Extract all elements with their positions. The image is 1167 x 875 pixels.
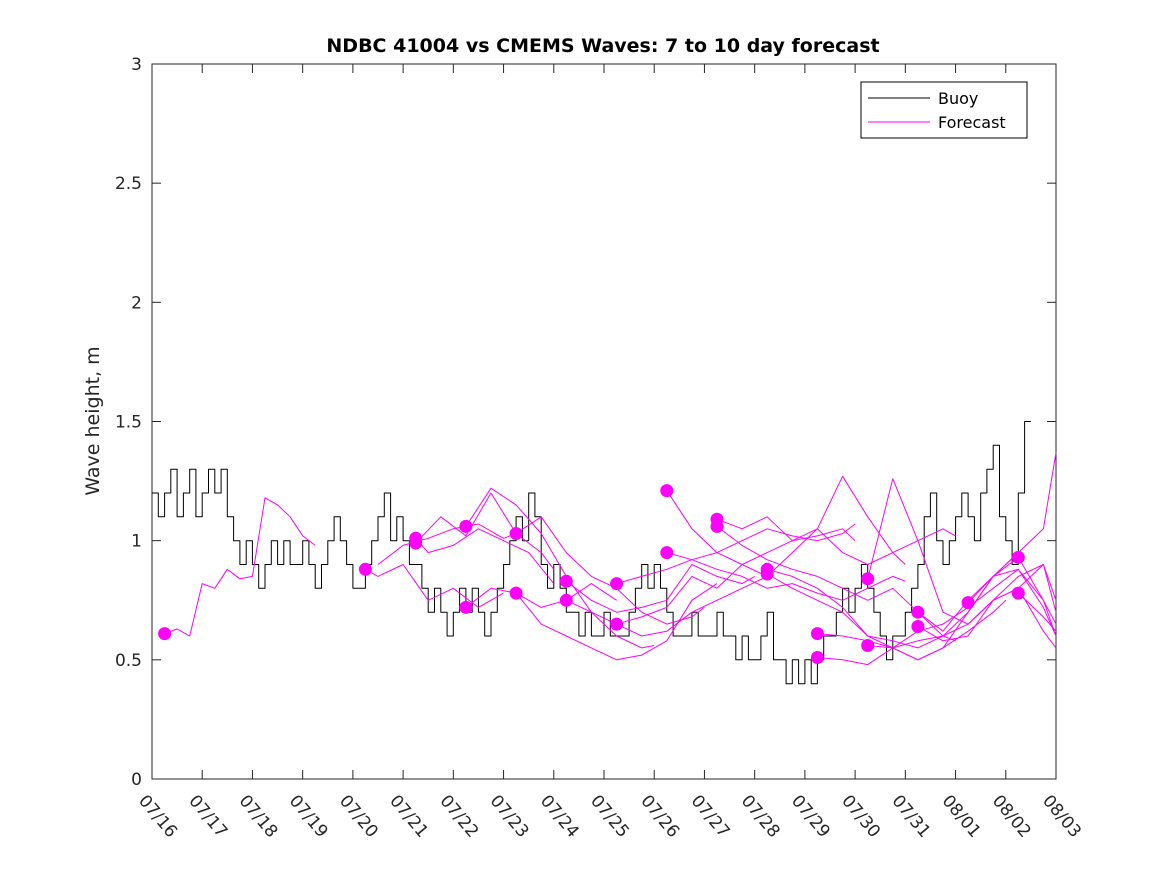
x-tick-label: 07/16 xyxy=(134,791,181,841)
forecast-series-line-14 xyxy=(666,475,906,577)
legend-buoy-label: Buoy xyxy=(938,89,978,108)
forecast-series-line-13 xyxy=(616,528,856,625)
forecast-start-marker xyxy=(760,567,774,581)
forecast-series-line-5 xyxy=(415,492,555,570)
forecast-start-marker xyxy=(810,627,824,641)
forecast-start-marker xyxy=(911,605,925,619)
x-tick-label: 07/24 xyxy=(536,791,583,841)
x-tick-label: 07/31 xyxy=(888,791,935,841)
forecast-start-marker xyxy=(911,620,925,633)
forecast-start-marker xyxy=(559,574,573,588)
x-tick-label: 07/17 xyxy=(184,791,231,841)
x-tick-label: 07/18 xyxy=(235,791,282,841)
forecast-start-marker xyxy=(861,639,875,652)
forecast-start-marker xyxy=(1011,550,1025,564)
forecast-series-line-27 xyxy=(1017,592,1057,632)
y-tick-label: 0.5 xyxy=(115,651,142,671)
x-tick-label: 07/26 xyxy=(636,791,683,841)
forecast-start-marker xyxy=(358,562,372,576)
forecast-series-line-16 xyxy=(716,516,956,565)
forecast-start-marker xyxy=(961,596,975,610)
x-tick-label: 07/28 xyxy=(737,791,784,841)
x-tick-label: 08/03 xyxy=(1038,791,1085,841)
x-tick-label: 07/29 xyxy=(787,791,834,841)
forecast-series-line-17 xyxy=(716,526,956,642)
buoy-series-line xyxy=(152,421,1031,685)
forecast-start-marker xyxy=(810,651,824,664)
y-tick-label: 3 xyxy=(131,55,142,75)
x-tick-label: 08/01 xyxy=(938,791,985,841)
forecast-series-line-21 xyxy=(817,568,1057,666)
y-tick-label: 1 xyxy=(131,532,142,552)
y-tick-label: 0 xyxy=(131,770,142,790)
forecast-start-marker xyxy=(610,617,624,631)
x-tick-label: 07/22 xyxy=(436,791,483,841)
legend-box xyxy=(860,81,1028,139)
forecast-series-line-4 xyxy=(415,528,555,584)
forecast-series-line-9 xyxy=(515,583,718,661)
forecast-start-marker xyxy=(409,536,423,550)
forecast-series-line-12 xyxy=(616,523,856,585)
forecast-series-line-3 xyxy=(377,523,517,565)
forecast-start-marker xyxy=(509,586,523,600)
forecast-start-marker xyxy=(861,572,875,586)
forecast-series-line-22 xyxy=(867,478,1057,625)
legend: Buoy Forecast xyxy=(860,81,1028,139)
forecast-start-marker xyxy=(710,519,724,533)
y-tick-label: 1.5 xyxy=(115,413,142,433)
forecast-series-line-25 xyxy=(917,587,1057,649)
x-tick-label: 08/02 xyxy=(988,791,1035,841)
forecast-series-line-10 xyxy=(565,564,755,613)
forecast-series-line-2 xyxy=(365,564,504,608)
forecast-series-line-1 xyxy=(164,497,316,637)
forecast-start-marker xyxy=(1011,586,1025,600)
y-tick-label: 2 xyxy=(131,293,142,313)
forecast-start-marker xyxy=(610,577,624,591)
forecast-series-line-8 xyxy=(515,516,705,625)
forecast-start-marker xyxy=(459,600,473,614)
legend-forecast-label: Forecast xyxy=(938,113,1006,132)
x-tick-label: 07/30 xyxy=(837,791,884,841)
forecast-series-line-23 xyxy=(867,568,1057,661)
x-tick-label: 07/25 xyxy=(586,791,633,841)
forecast-series-line-26 xyxy=(967,556,1057,637)
forecast-series-line-15 xyxy=(666,552,906,601)
x-tick-label: 07/27 xyxy=(687,791,734,841)
forecast-series-line-19 xyxy=(766,552,1019,649)
y-tick-label: 2.5 xyxy=(115,174,142,194)
x-tick-label: 07/23 xyxy=(486,791,533,841)
x-tick-label: 07/20 xyxy=(335,791,382,841)
forecast-start-marker xyxy=(158,627,172,641)
forecast-start-marker xyxy=(660,484,674,498)
axes-box xyxy=(151,63,1057,780)
forecast-start-marker xyxy=(509,527,523,540)
y-axis-label: Wave height, m xyxy=(82,346,104,495)
forecast-series-line-11 xyxy=(566,575,768,637)
forecast-series-line-6 xyxy=(465,583,617,608)
chart-title: NDBC 41004 vs CMEMS Waves: 7 to 10 day f… xyxy=(326,35,879,57)
forecast-start-marker xyxy=(660,546,674,560)
x-tick-label: 07/19 xyxy=(285,791,332,841)
x-tick-label: 07/21 xyxy=(385,791,432,841)
forecast-start-marker xyxy=(459,519,473,533)
forecast-series-line-20 xyxy=(817,564,1057,649)
forecast-start-marker xyxy=(559,593,573,607)
